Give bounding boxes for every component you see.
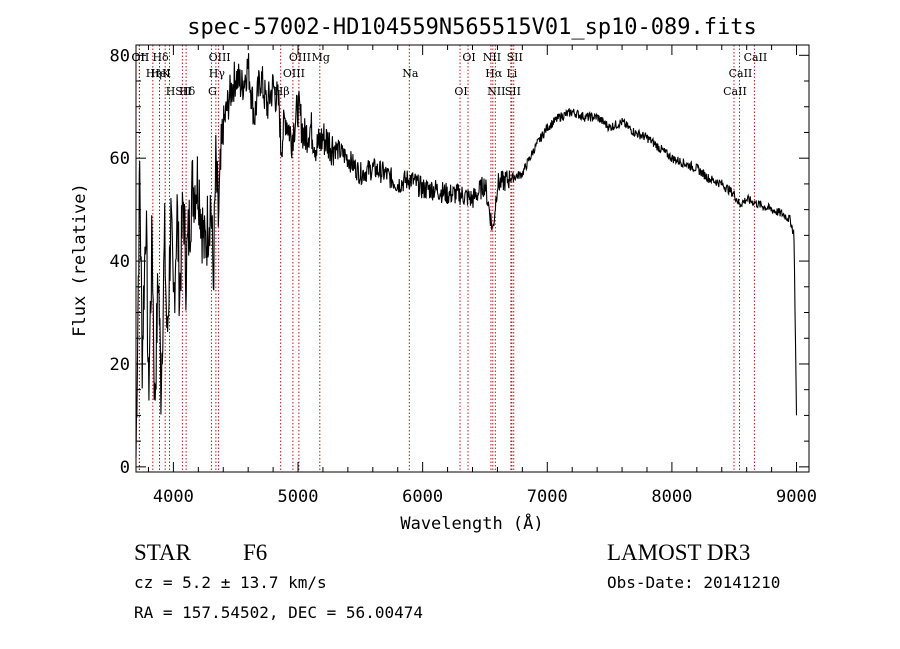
spectral-line-label: Hδ bbox=[179, 85, 196, 98]
spectral-line-label: HeI bbox=[150, 67, 170, 80]
redshift-readout: cz = 5.2 ± 13.7 km/s bbox=[134, 573, 327, 592]
spectral-line-label: Hδ bbox=[152, 51, 169, 64]
spectral-line-label: SII bbox=[505, 85, 521, 98]
spectral-line-markers bbox=[138, 45, 755, 472]
x-axis-label: Wavelength (Å) bbox=[400, 512, 543, 534]
spectral-line-label: G bbox=[208, 85, 217, 98]
y-axis-label: Flux (relative) bbox=[70, 183, 90, 337]
coordinates-readout: RA = 157.54502, DEC = 56.00474 bbox=[134, 603, 423, 622]
spectral-line-label: CaII bbox=[729, 67, 753, 80]
y-tick-label: 60 bbox=[110, 149, 130, 169]
spectral-line-label: Li bbox=[506, 67, 517, 80]
spectral-line-label: Mg bbox=[312, 51, 330, 64]
spectral-line-label: OI bbox=[454, 85, 467, 98]
spectral-line-label: CaII bbox=[744, 51, 768, 64]
spectral-line-label: NII bbox=[483, 51, 501, 64]
y-tick-label: 20 bbox=[110, 355, 130, 375]
chart-title: spec-57002-HD104559N565515V01_sp10-089.f… bbox=[187, 15, 757, 40]
spectral-line-labels: HδKHδOIIHeISIIOIIHηHOIIIHγGOIIIOIIIHβMgN… bbox=[132, 51, 768, 98]
x-tick-label: 6000 bbox=[402, 487, 443, 507]
spectral-line-label: CaII bbox=[723, 85, 747, 98]
spectral-line-label: SII bbox=[175, 85, 191, 98]
spectral-line-label: OI bbox=[462, 51, 475, 64]
spectral-line-label: SII bbox=[507, 51, 523, 64]
y-tick-label: 0 bbox=[120, 458, 130, 478]
y-tick-label: 80 bbox=[110, 46, 130, 66]
object-class: STAR bbox=[134, 540, 191, 565]
x-tick-label: 9000 bbox=[776, 487, 817, 507]
spectral-line-label: H bbox=[166, 85, 176, 98]
spectral-line-label: OIII bbox=[209, 51, 231, 64]
spectral-line-label: K bbox=[162, 67, 171, 80]
spectral-line-label: Hγ bbox=[209, 67, 226, 80]
spectrum-series-line bbox=[135, 53, 798, 458]
spectral-line-label: OII bbox=[132, 51, 150, 64]
observation-date: Obs-Date: 20141210 bbox=[607, 573, 781, 592]
x-tick-label: 7000 bbox=[527, 487, 568, 507]
spectral-line-label: Hη bbox=[146, 67, 162, 80]
spectral-line-label: Na bbox=[402, 67, 419, 80]
spectral-line-label: NII bbox=[487, 85, 505, 98]
spectral-line-label: Hα bbox=[485, 67, 503, 80]
spectral-line-label: OIII bbox=[283, 67, 305, 80]
x-axis: 4000 5000 6000 7000 8000 9000 bbox=[147, 45, 817, 507]
survey-name: LAMOST DR3 bbox=[607, 540, 751, 565]
y-axis: 0 20 40 60 80 bbox=[110, 46, 809, 478]
x-tick-label: 5000 bbox=[278, 487, 319, 507]
spectral-subclass: F6 bbox=[243, 540, 268, 565]
plot-frame bbox=[135, 44, 810, 473]
spectral-line-label: OIII bbox=[289, 51, 311, 64]
x-tick-label: 4000 bbox=[153, 487, 194, 507]
y-tick-label: 40 bbox=[110, 252, 130, 272]
x-tick-label: 8000 bbox=[651, 487, 692, 507]
